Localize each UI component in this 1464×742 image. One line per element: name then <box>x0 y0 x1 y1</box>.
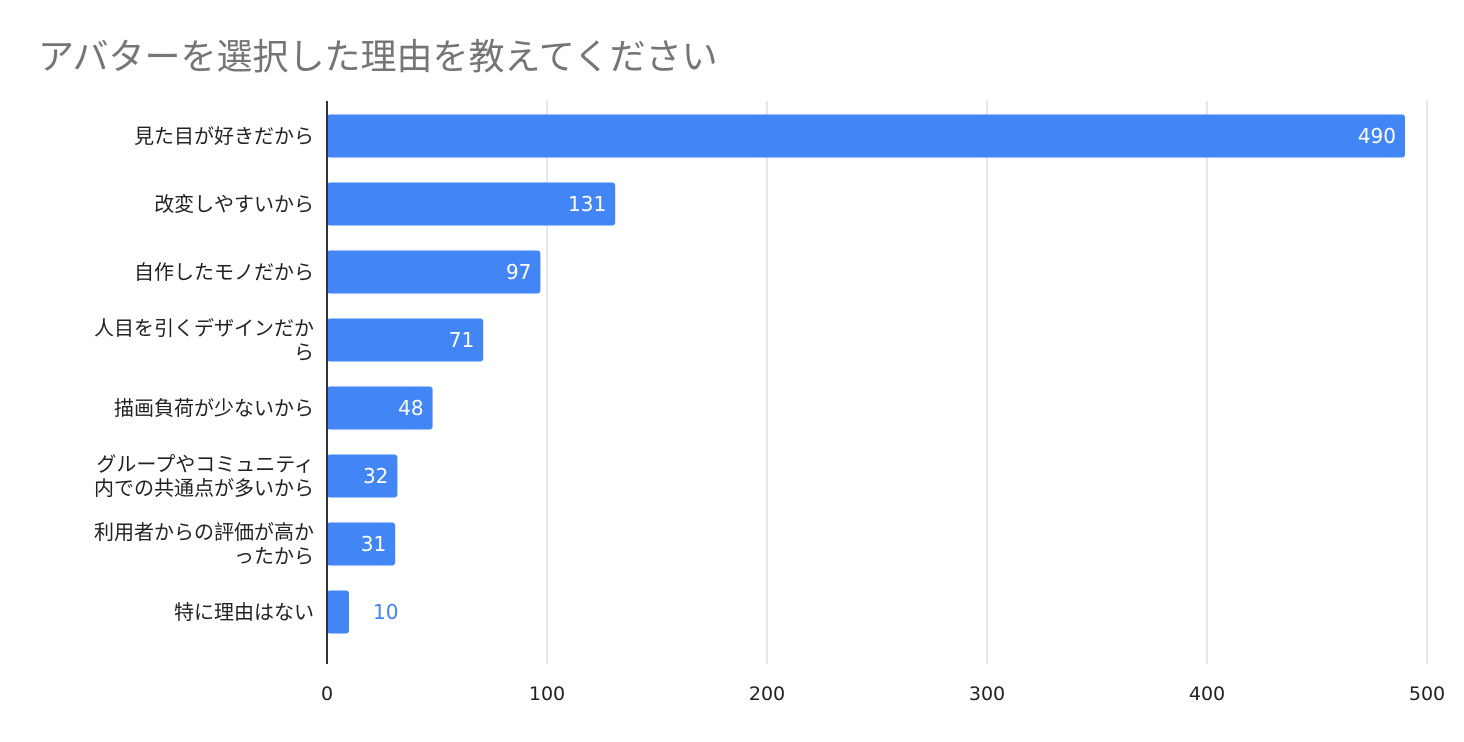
x-tick-label: 200 <box>749 683 785 705</box>
category-label-line: ら <box>294 340 314 364</box>
bar <box>327 590 349 634</box>
category-label: 人目を引くデザインだから <box>94 316 314 364</box>
category-label-line: 特に理由はない <box>174 600 314 624</box>
category-label-line: 自作したモノだから <box>134 260 314 284</box>
x-tick-label: 400 <box>1189 683 1225 705</box>
category-label: 利用者からの評価が高かったから <box>94 520 314 568</box>
category-label-line: グループやコミュニティ <box>96 452 314 476</box>
category-label: 特に理由はない <box>174 600 314 624</box>
labels: 0 100 200 300 400 500 490 見た目が好きだから 131 改変しやすいから 9… <box>94 124 1445 705</box>
bar <box>327 114 1405 158</box>
category-label-line: 見た目が好きだから <box>134 124 314 148</box>
category-label: 自作したモノだから <box>134 260 314 284</box>
data-label: 10 <box>373 600 398 624</box>
category-label-line: 利用者からの評価が高か <box>94 520 314 544</box>
category-label: グループやコミュニティ内での共通点が多いから <box>94 452 314 500</box>
data-label: 97 <box>506 260 531 284</box>
data-label: 131 <box>568 192 606 216</box>
category-label-line: 内での共通点が多いから <box>94 476 314 500</box>
x-tick-label: 100 <box>529 683 565 705</box>
bar <box>327 182 616 226</box>
bar <box>327 386 433 430</box>
bar <box>327 454 398 498</box>
data-label: 490 <box>1358 124 1396 148</box>
bar <box>327 250 541 294</box>
bar <box>327 318 484 362</box>
x-tick-label: 0 <box>321 683 333 705</box>
category-label-line: ったから <box>234 544 314 568</box>
category-label-line: 人目を引くデザインだか <box>94 316 314 340</box>
category-label-line: 描画負荷が少ないから <box>114 396 314 420</box>
bar <box>327 522 396 566</box>
gridlines <box>546 101 1428 664</box>
category-label-line: 改変しやすいから <box>154 192 314 216</box>
x-tick-label: 500 <box>1409 683 1445 705</box>
category-label: 改変しやすいから <box>154 192 314 216</box>
data-label: 31 <box>361 532 386 556</box>
data-label: 48 <box>398 396 423 420</box>
data-label: 71 <box>449 328 474 352</box>
data-label: 32 <box>363 464 388 488</box>
category-label: 見た目が好きだから <box>134 124 314 148</box>
category-label: 描画負荷が少ないから <box>114 396 314 420</box>
x-tick-label: 300 <box>969 683 1005 705</box>
chart-title: アバターを選択した理由を教えてください <box>38 37 718 78</box>
bars <box>327 114 1405 634</box>
